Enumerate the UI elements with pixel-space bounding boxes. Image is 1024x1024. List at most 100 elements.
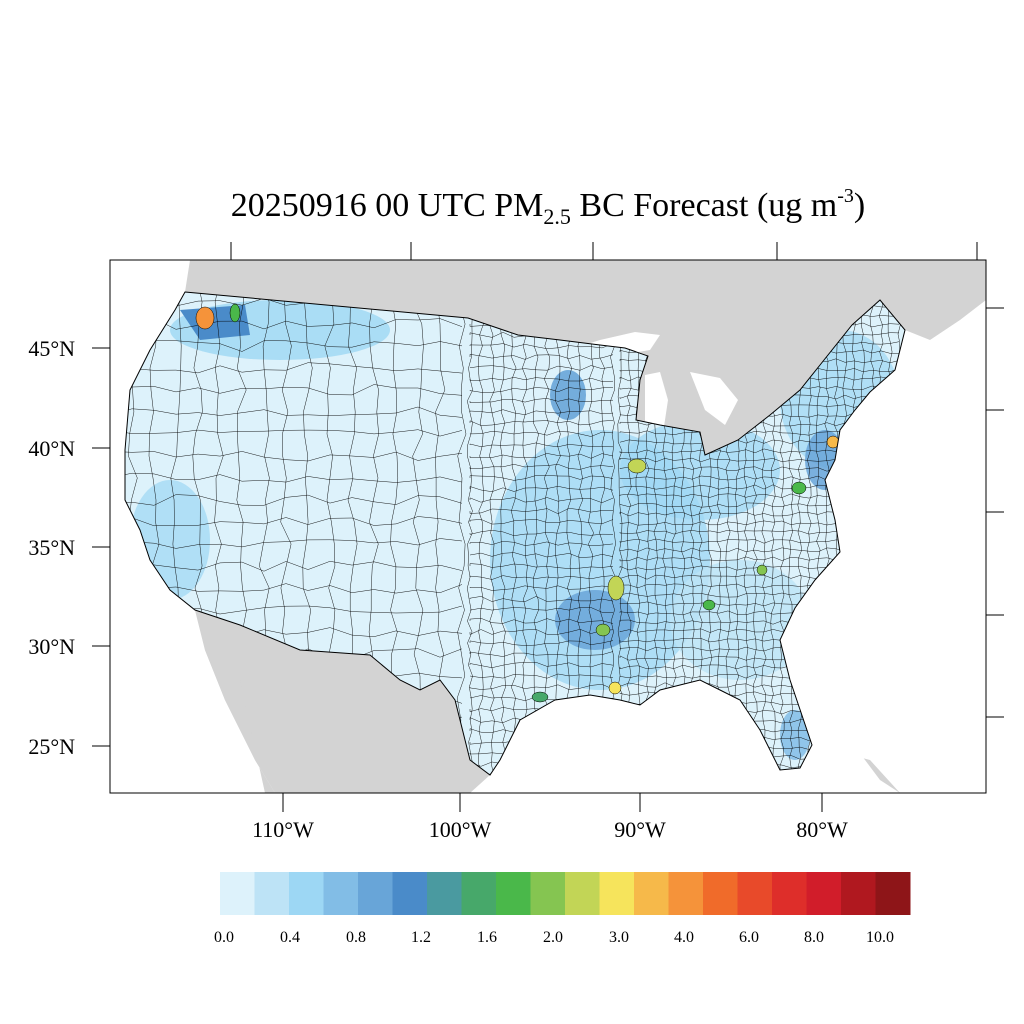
county-line <box>500 292 506 775</box>
title-middle: BC Forecast (ug m <box>570 187 838 224</box>
county-line <box>644 292 650 775</box>
frame-ticks <box>92 242 1004 812</box>
colorbar-label-9: 8.0 <box>804 929 824 946</box>
county-line <box>469 409 614 415</box>
county-line <box>469 640 614 646</box>
plume-ark-la <box>555 590 635 650</box>
colorbar-box <box>806 872 842 915</box>
county-line <box>469 684 614 690</box>
hotspot-ne-washington <box>229 303 241 323</box>
lake-huron <box>690 372 738 425</box>
lon-label-110w: 110°W <box>252 817 314 842</box>
lat-label-45: 45°N <box>28 336 75 361</box>
lon-label-80w: 80°W <box>796 817 848 842</box>
colorbar-label-5: 2.0 <box>543 929 563 946</box>
county-line <box>469 464 614 470</box>
county-line <box>469 585 614 591</box>
title-superscript: -3 <box>837 185 854 207</box>
county-line <box>617 292 623 775</box>
colorbar-box <box>841 872 876 915</box>
colorbar-box <box>220 872 255 915</box>
county-line <box>469 596 614 602</box>
lon-label-90w: 90°W <box>614 817 666 842</box>
county-line <box>456 292 467 775</box>
county-line <box>469 629 614 635</box>
county-line <box>469 662 614 668</box>
county-line <box>125 516 463 527</box>
county-line <box>469 365 614 371</box>
county-line <box>467 292 473 775</box>
colorbar-label-6: 3.0 <box>609 929 629 946</box>
colorbar <box>220 872 911 915</box>
county-line <box>469 618 614 624</box>
county-line <box>469 519 614 525</box>
colorbar-box <box>875 872 911 915</box>
colorbar-box <box>496 872 531 915</box>
county-line <box>469 508 614 514</box>
county-line <box>469 497 614 503</box>
colorbar-label-8: 6.0 <box>739 929 759 946</box>
county-line <box>511 292 517 775</box>
county-line <box>626 292 632 775</box>
county-line <box>469 442 614 448</box>
colorbar-box <box>358 872 393 915</box>
colorbar-label-4: 1.6 <box>477 929 497 946</box>
pacific-ocean <box>110 260 275 793</box>
county-line <box>469 575 614 580</box>
colorbar-label-7: 4.0 <box>674 929 694 946</box>
hotspot-washington-dc <box>791 481 807 495</box>
colorbar-box <box>668 872 704 915</box>
lon-label-100w: 100°W <box>429 817 492 842</box>
county-line <box>125 472 463 483</box>
county-line <box>469 343 614 349</box>
plume-minnesota <box>550 370 586 420</box>
county-line <box>469 530 614 536</box>
colorbar-box <box>565 872 600 915</box>
lat-label-30: 30°N <box>28 634 75 659</box>
colorbar-labels: 0.0 0.4 0.8 1.2 1.6 2.0 3.0 4.0 6.0 8.0 … <box>214 929 894 946</box>
lat-label-40: 40°N <box>28 436 75 461</box>
county-line <box>635 292 641 775</box>
county-line <box>469 673 614 679</box>
county-line <box>469 486 614 492</box>
lat-label-25: 25°N <box>28 734 75 759</box>
colorbar-label-2: 0.8 <box>346 929 366 946</box>
colorbar-box <box>392 872 428 915</box>
hotspot-louisiana <box>595 623 611 637</box>
colorbar-box <box>289 872 324 915</box>
county-line <box>469 377 614 382</box>
title-prefix: 20250916 00 UTC PM <box>230 187 544 224</box>
county-line <box>469 475 614 481</box>
title-subscript: 2.5 <box>543 204 571 229</box>
colorbar-box <box>323 872 359 915</box>
colorbar-box <box>254 872 290 915</box>
colorbar-box <box>530 872 566 915</box>
colorbar-box <box>772 872 807 915</box>
county-line <box>469 420 614 426</box>
lat-label-35: 35°N <box>28 535 75 560</box>
county-line <box>469 541 614 547</box>
colorbar-label-10: 10.0 <box>866 929 894 946</box>
map-title: 20250916 00 UTC PM2.5 BC Forecast (ug m-… <box>0 185 1024 230</box>
county-line <box>469 387 614 393</box>
colorbar-box <box>737 872 773 915</box>
hotspot-birmingham <box>756 564 768 576</box>
gulf-of-mexico <box>470 680 900 793</box>
county-line <box>469 453 614 459</box>
county-line <box>125 494 463 506</box>
county-line <box>125 362 463 374</box>
hotspot-arkansas-mississippi <box>607 575 625 601</box>
mexico-coast-landmass <box>195 610 275 793</box>
colorbar-label-1: 0.4 <box>280 929 300 946</box>
county-line <box>469 651 614 657</box>
atlantic-ocean <box>780 260 986 793</box>
county-line <box>469 431 614 437</box>
colorbar-box <box>634 872 669 915</box>
hotspot-northern-idaho <box>195 306 215 330</box>
colorbar-box <box>599 872 635 915</box>
county-line <box>125 429 463 437</box>
colorbar-label-3: 1.2 <box>411 929 431 946</box>
hotspot-chicago <box>627 458 647 474</box>
colorbar-label-0: 0.0 <box>214 929 234 946</box>
